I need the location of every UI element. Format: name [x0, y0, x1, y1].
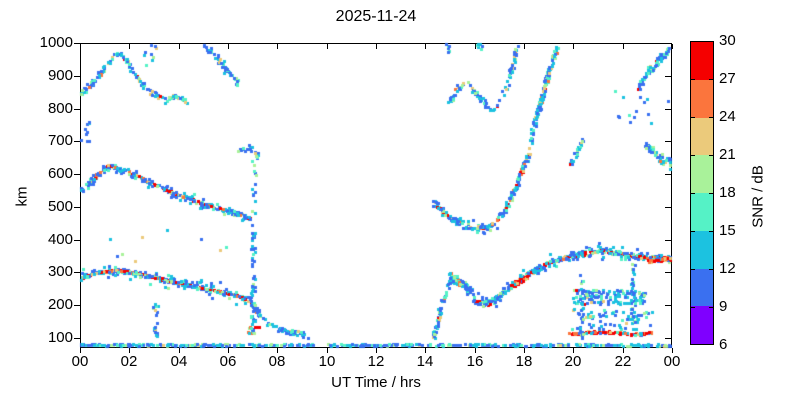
colorbar-tick-left — [691, 307, 695, 308]
colorbar-tick-right — [709, 155, 713, 156]
colorbar-segment — [691, 193, 713, 231]
colorbar — [690, 41, 714, 345]
colorbar-tick-label: 21 — [719, 146, 736, 163]
colorbar-segment — [691, 117, 713, 156]
colorbar-tick-label: 27 — [719, 70, 736, 87]
colorbar-tick-label: 6 — [719, 336, 728, 353]
colorbar-segment — [691, 155, 713, 193]
colorbar-tick-right — [709, 117, 713, 118]
colorbar-segment — [691, 306, 713, 344]
y-axis-title: km — [13, 186, 31, 207]
colorbar-tick-left — [691, 155, 695, 156]
colorbar-tick-left — [691, 79, 695, 80]
colorbar-tick-left — [691, 193, 695, 194]
colorbar-segment — [691, 268, 713, 307]
colorbar-tick-label: 12 — [719, 260, 736, 277]
colorbar-tick-label: 9 — [719, 298, 728, 315]
colorbar-tick-right — [709, 231, 713, 232]
colorbar-tick-right — [709, 79, 713, 80]
colorbar-segment — [691, 79, 713, 118]
colorbar-tick-label: 30 — [719, 32, 736, 49]
x-axis-title: UT Time / hrs — [331, 374, 421, 391]
colorbar-tick-label: 15 — [719, 222, 736, 239]
colorbar-tick-left — [691, 269, 695, 270]
colorbar-tick-right — [709, 269, 713, 270]
colorbar-tick-left — [691, 231, 695, 232]
colorbar-segment — [691, 230, 713, 269]
colorbar-tick-right — [709, 307, 713, 308]
colorbar-axis-title: SNR / dB — [749, 165, 767, 228]
colorbar-tick-right — [709, 193, 713, 194]
colorbar-tick-left — [691, 117, 695, 118]
colorbar-tick-label: 18 — [719, 184, 736, 201]
colorbar-segment — [691, 42, 713, 80]
colorbar-tick-label: 24 — [719, 108, 736, 125]
